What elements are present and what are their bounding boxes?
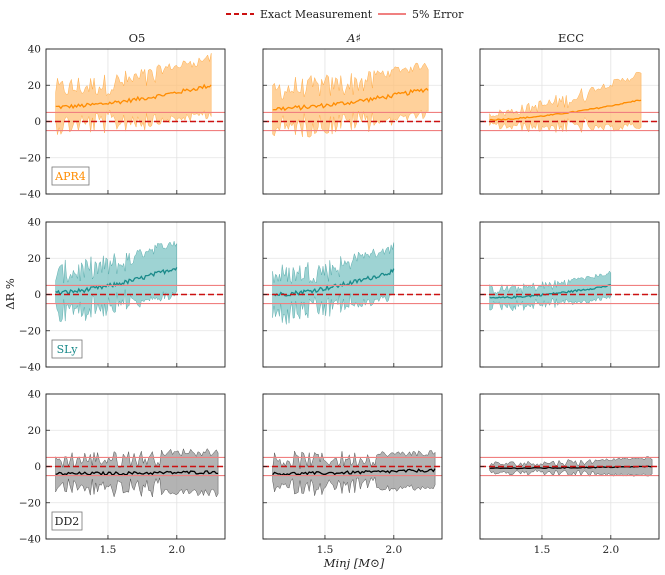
y-tick-label: 40 [28,217,41,229]
median-line [489,284,611,299]
subplot-grid: −40 −20 0 20 40 APR4 −40 −20 0 20 40 SLy −40 −20 0 20 40… [19,44,660,556]
uncertainty-band [272,62,429,138]
y-tick-label: 40 [28,44,41,56]
y-tick-label: −20 [19,497,41,509]
uncertainty-band [55,240,178,323]
median-line [272,268,395,297]
median-line [272,468,436,477]
uncertainty-band [55,53,212,135]
x-tick-label: 2.0 [385,544,402,556]
panel-sly-o5: −40 −20 0 20 40 SLy [19,217,226,374]
column-title-o5: O5 [129,31,146,45]
panel-dd2-o5: −40 −20 0 20 40 1.5 2.0 DD2 [19,389,226,556]
x-tick-label: 1.5 [534,544,551,556]
y-tick-label: −20 [19,152,41,164]
y-tick-label: −20 [19,325,41,337]
legend: Exact Measurement 5% Error [226,8,464,21]
median-line [55,83,212,110]
x-axis-label: Minj [M⊙] [323,556,385,570]
legend-exact-label: Exact Measurement [260,8,373,21]
eos-label-apr4: APR4 [54,170,86,183]
eos-label-dd2: DD2 [55,515,80,528]
panel-apr4-asharp [262,48,443,195]
column-title-asharp: A♯ [346,31,361,45]
x-tick-label: 2.0 [168,544,185,556]
y-tick-label: 40 [28,389,41,401]
median-line [55,470,219,476]
column-title-ecc: ECC [558,31,584,45]
panel-dd2-ecc: 1.5 2.0 [479,393,660,556]
y-tick-label: −40 [19,189,41,201]
y-tick-label: 0 [34,461,41,473]
panel-apr4-ecc [479,48,660,195]
y-tick-label: −40 [19,362,41,374]
uncertainty-band [272,450,436,496]
eos-label-sly: SLy [57,343,79,356]
uncertainty-band [272,242,395,325]
panel-dd2-asharp: 1.5 2.0 [262,393,443,556]
uncertainty-band [489,71,642,134]
legend-error-label: 5% Error [412,8,464,21]
median-line [272,87,429,112]
panel-sly-asharp [262,221,443,368]
y-tick-label: 0 [34,116,41,128]
x-tick-label: 1.5 [100,544,117,556]
x-tick-label: 1.5 [317,544,334,556]
y-tick-label: 20 [28,425,41,437]
uncertainty-band [489,270,612,312]
x-tick-label: 2.0 [602,544,619,556]
y-tick-label: −40 [19,534,41,546]
y-axis-label: ΔR % [3,278,17,310]
eos-label-box [51,166,90,186]
median-line [489,99,642,121]
y-tick-label: 20 [28,80,41,92]
median-line [55,267,178,295]
panel-sly-ecc [479,221,660,368]
y-tick-label: 20 [28,253,41,265]
panel-apr4-o5: −40 −20 0 20 40 APR4 [19,44,226,201]
eos-label-box [51,339,83,359]
y-tick-label: 0 [34,289,41,301]
eos-label-box [51,511,83,531]
